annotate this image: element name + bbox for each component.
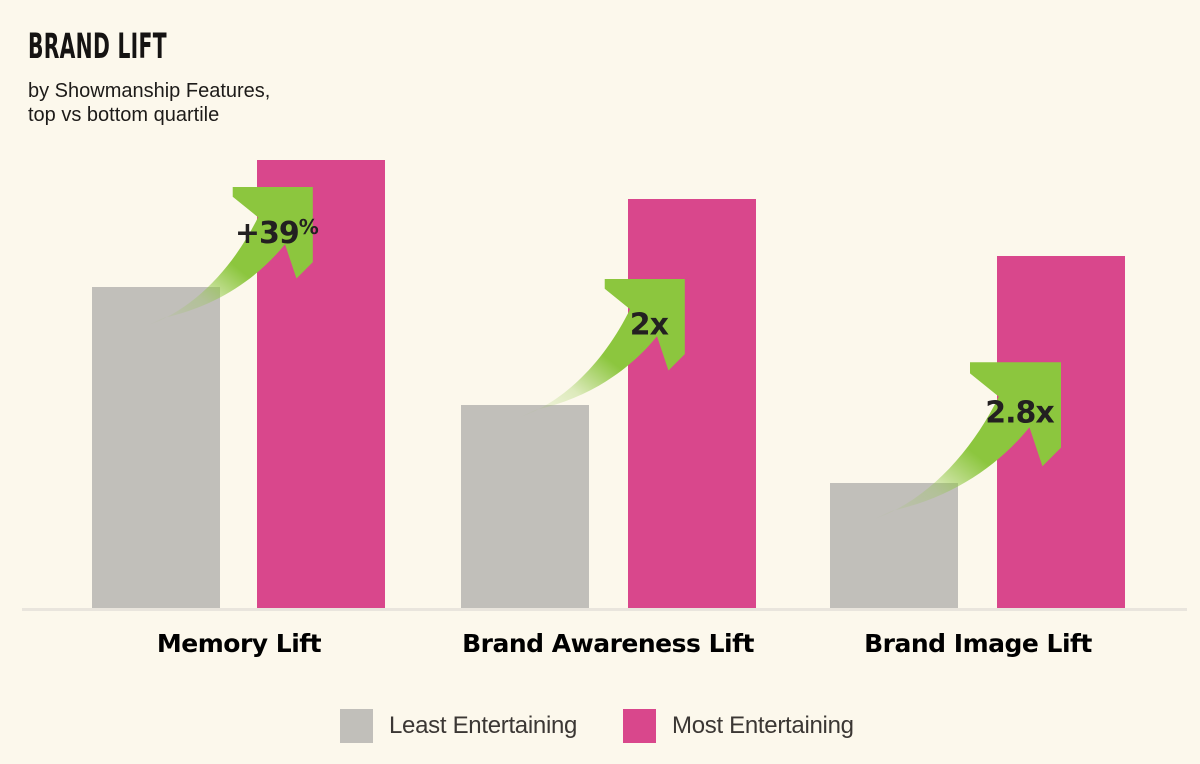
- most-entertaining-swatch: [623, 709, 656, 743]
- lift-annotation: 2x: [629, 307, 669, 343]
- chart-header: BRAND LIFT by Showmanship Features, top v…: [28, 30, 270, 127]
- lift-annotation: 2.8x: [985, 395, 1054, 431]
- bar-least-entertaining-brand-awareness-lift: [461, 405, 589, 608]
- x-axis-line: [22, 608, 1187, 611]
- chart-subtitle-line2: top vs bottom quartile: [28, 104, 220, 126]
- category-label-brand-image-lift: Brand Image Lift: [864, 629, 1092, 658]
- bar-least-entertaining-brand-image-lift: [830, 483, 958, 608]
- legend-label: Most Entertaining: [672, 712, 854, 739]
- least-entertaining-swatch: [340, 709, 373, 743]
- bar-most-entertaining-brand-awareness-lift: [628, 199, 756, 608]
- category-label-brand-awareness-lift: Brand Awareness Lift: [462, 629, 754, 658]
- growth-arrow-icon: [518, 279, 685, 418]
- growth-arrow-icon: [871, 362, 1061, 521]
- chart-subtitle-line1: by Showmanship Features,: [28, 80, 271, 102]
- bar-least-entertaining-memory-lift: [92, 287, 220, 608]
- legend-item-least-entertaining: Least Entertaining: [340, 709, 577, 743]
- legend: Least Entertaining Most Entertaining: [0, 700, 1200, 750]
- category-label-memory-lift: Memory Lift: [156, 629, 322, 658]
- page-title: BRAND LIFT: [28, 27, 167, 67]
- growth-arrow-icon: [146, 187, 313, 326]
- chart-subtitle: by Showmanship Features, top vs bottom qu…: [28, 79, 270, 127]
- legend-item-most-entertaining: Most Entertaining: [623, 709, 854, 743]
- lift-annotation: +39%: [234, 214, 319, 251]
- legend-label: Least Entertaining: [389, 712, 578, 739]
